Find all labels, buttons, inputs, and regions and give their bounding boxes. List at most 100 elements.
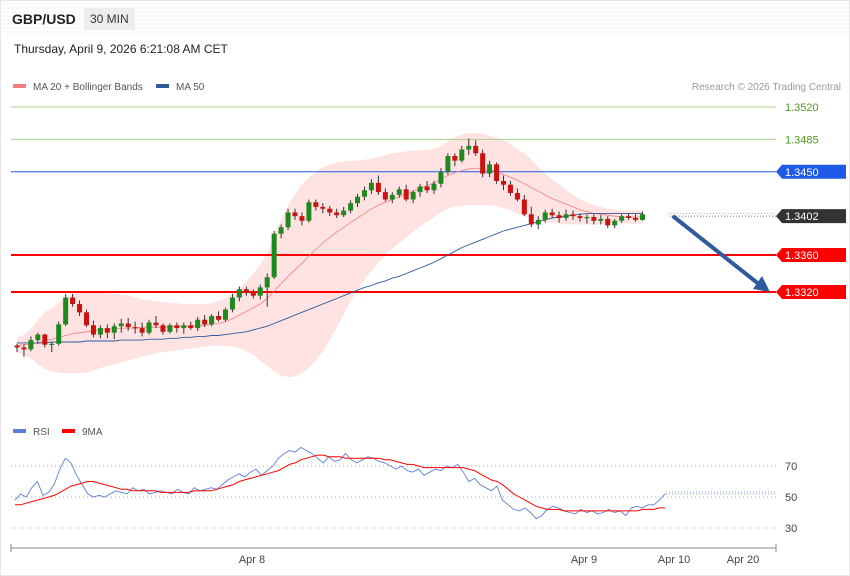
candle-body-86	[612, 220, 618, 226]
candle-36	[264, 273, 270, 307]
instrument-title: GBP/USD	[12, 11, 76, 27]
candle-1	[21, 344, 27, 357]
candle-body-17	[132, 327, 138, 329]
candle-22	[167, 323, 173, 334]
forecast-arrow-head	[753, 276, 770, 292]
candle-5	[49, 341, 55, 353]
time-axis: Apr 8 Apr 9 Apr 10 Apr 20	[10, 544, 777, 566]
candle-body-78	[556, 215, 562, 218]
candle-body-11	[90, 325, 96, 335]
header-bar	[2, 2, 849, 36]
price-label-1.3485: 1.3485	[785, 134, 819, 146]
candle-body-90	[640, 214, 645, 220]
candle-body-8	[70, 297, 76, 305]
candle-body-46	[334, 212, 340, 216]
price-axis-labels: 1.3520 1.3485 1.3450 1.3402 1.3360 1.3320	[776, 102, 846, 299]
candle-body-42	[306, 202, 312, 221]
candle-body-74	[528, 214, 534, 225]
candle-26	[195, 316, 201, 331]
candle-body-6	[56, 324, 62, 344]
candle-59	[424, 181, 430, 194]
rsi-level-label-70: 70	[785, 461, 797, 473]
candle-20	[153, 316, 159, 329]
candle-25	[188, 321, 194, 330]
candle-80	[570, 210, 576, 220]
rsi-legend-label-0: RSI	[33, 427, 50, 438]
candles	[14, 138, 645, 357]
candle-10	[84, 309, 89, 328]
candle-body-19	[146, 322, 152, 333]
candle-27	[202, 315, 208, 328]
candle-55	[396, 186, 402, 198]
candle-body-58	[417, 186, 423, 193]
candle-body-24	[181, 325, 187, 329]
candle-38	[278, 224, 284, 239]
candle-51	[368, 179, 374, 194]
candle-body-64	[459, 149, 465, 161]
price-label-1.3320: 1.3320	[785, 287, 819, 299]
candle-body-9	[77, 304, 83, 313]
candle-39	[285, 208, 291, 231]
candle-18	[139, 322, 145, 337]
candle-body-77	[549, 212, 555, 216]
candle-body-5	[49, 343, 55, 345]
candle-body-59	[424, 186, 430, 191]
price-level-lines	[11, 106, 776, 293]
candle-body-37	[271, 233, 277, 278]
forecast-arrow-shaft	[672, 215, 762, 287]
candle-body-13	[104, 328, 110, 333]
candle-body-26	[195, 319, 201, 329]
candle-body-16	[125, 323, 131, 328]
candle-37	[271, 230, 277, 280]
legend-swatch-0	[13, 84, 26, 88]
candle-7	[63, 293, 69, 327]
candle-body-76	[542, 212, 548, 220]
candle-body-53	[382, 192, 388, 200]
price-tag-1.3402	[776, 209, 846, 224]
candle-body-40	[292, 212, 298, 217]
candle-body-32	[236, 289, 242, 298]
candle-body-36	[264, 277, 270, 288]
candle-body-14	[111, 326, 117, 333]
candle-85	[605, 216, 611, 229]
candle-body-31	[229, 297, 235, 310]
candle-9	[77, 300, 83, 317]
candle-72	[514, 188, 520, 202]
price-label-1.3520: 1.3520	[785, 102, 819, 114]
candle-78	[556, 211, 562, 223]
candle-57	[410, 190, 416, 204]
candle-15	[118, 318, 124, 333]
candle-41	[299, 212, 305, 226]
candle-body-25	[188, 325, 194, 329]
candle-61	[438, 168, 444, 188]
candle-body-71	[507, 184, 513, 194]
candle-67	[480, 149, 486, 178]
rsi-ma-line	[15, 454, 665, 512]
candle-body-34	[250, 292, 256, 296]
candle-6	[56, 321, 62, 346]
candle-48	[348, 200, 354, 214]
candle-body-81	[577, 216, 583, 218]
candle-21	[160, 323, 166, 335]
candle-64	[459, 145, 465, 163]
candle-body-49	[355, 196, 361, 204]
candle-12	[97, 325, 103, 339]
candle-33	[243, 286, 249, 296]
candle-30	[223, 307, 228, 322]
copyright-label: Research © 2026 Trading Central	[692, 82, 841, 93]
candle-35	[257, 284, 263, 300]
candle-0	[14, 343, 20, 353]
candle-body-2	[28, 340, 34, 350]
candle-83	[591, 214, 597, 225]
candle-body-43	[313, 202, 319, 207]
candle-2	[28, 336, 34, 352]
candle-body-50	[362, 190, 367, 197]
candle-body-80	[570, 214, 576, 217]
candle-23	[174, 322, 180, 333]
time-tick-2: Apr 10	[658, 554, 690, 566]
timeframe-badge[interactable]: 30 MIN	[84, 8, 135, 30]
candle-56	[403, 184, 409, 202]
price-tag-1.3320	[776, 285, 846, 299]
candle-46	[334, 208, 340, 218]
